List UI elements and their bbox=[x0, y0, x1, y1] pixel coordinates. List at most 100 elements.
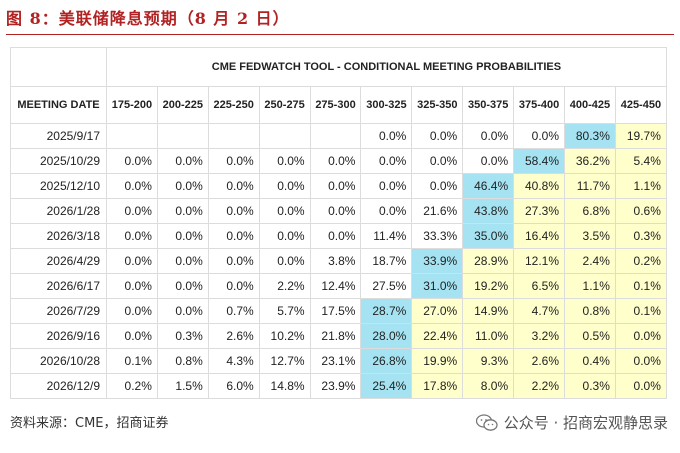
probability-cell: 0.0% bbox=[258, 223, 311, 249]
probability-cell: 10.2% bbox=[258, 323, 311, 349]
table-row: 2026/3/18 0.0% 0.0% 0.0% 0.0% 0.0% 11.4% 33.3% 3… bbox=[10, 223, 667, 249]
probability-cell: 0.0% bbox=[411, 148, 464, 174]
header-row: MEETING DATE 175-200 200-225 225-250 250-27… bbox=[10, 86, 667, 124]
meeting-date-cell: 2026/4/29 bbox=[10, 248, 107, 274]
watermark-text: 公众号 · 招商宏观静思录 bbox=[503, 414, 668, 432]
probability-cell: 0.0% bbox=[411, 123, 464, 149]
tool-title: CME FEDWATCH TOOL - CONDITIONAL MEETING … bbox=[106, 47, 667, 87]
probability-cell: 0.0% bbox=[614, 348, 667, 374]
probability-cell: 0.0% bbox=[309, 148, 362, 174]
probability-cell: 0.0% bbox=[156, 173, 209, 199]
meeting-date-cell: 2025/9/17 bbox=[10, 123, 107, 149]
probability-cell: 0.0% bbox=[309, 173, 362, 199]
rate-header: 200-225 bbox=[156, 86, 209, 124]
probability-cell: 0.0% bbox=[156, 223, 209, 249]
probability-cell: 0.0% bbox=[156, 198, 209, 224]
probability-cell: 1.5% bbox=[156, 373, 209, 399]
probability-cell: 0.6% bbox=[614, 198, 667, 224]
probability-cell: 4.7% bbox=[513, 298, 566, 324]
table-row: 2026/9/16 0.0% 0.3% 2.6% 10.2% 21.8% 28.0% 22.4… bbox=[10, 323, 667, 349]
probability-cell: 6.5% bbox=[513, 273, 566, 299]
corner-cell bbox=[10, 47, 107, 87]
probability-cell: 80.3% bbox=[564, 123, 616, 149]
probability-cell: 0.4% bbox=[564, 348, 616, 374]
table-row: 2026/7/29 0.0% 0.0% 0.7% 5.7% 17.5% 28.7% 27.0%… bbox=[10, 298, 667, 324]
probability-cell: 12.7% bbox=[258, 348, 311, 374]
probability-cell bbox=[207, 123, 260, 149]
probability-cell: 0.3% bbox=[614, 223, 667, 249]
probability-cell bbox=[258, 123, 311, 149]
probability-cell: 11.4% bbox=[360, 223, 413, 249]
probability-cell: 0.0% bbox=[106, 223, 158, 249]
probability-cell: 5.4% bbox=[614, 148, 667, 174]
probability-cell: 16.4% bbox=[513, 223, 566, 249]
probability-cell: 0.0% bbox=[156, 148, 209, 174]
probability-cell: 0.0% bbox=[207, 148, 260, 174]
table-row: 2025/10/29 0.0% 0.0% 0.0% 0.0% 0.0% 0.0% 0.0% 0.… bbox=[10, 148, 667, 174]
probability-cell: 0.0% bbox=[360, 198, 413, 224]
probability-cell: 31.0% bbox=[411, 273, 464, 299]
probability-cell: 0.0% bbox=[106, 298, 158, 324]
probability-cell: 0.1% bbox=[614, 273, 667, 299]
probability-cell: 40.8% bbox=[513, 173, 566, 199]
probability-cell: 0.0% bbox=[207, 173, 260, 199]
probability-cell: 0.0% bbox=[106, 148, 158, 174]
probability-cell: 2.4% bbox=[564, 248, 616, 274]
probability-cell: 0.2% bbox=[106, 373, 158, 399]
date-header: MEETING DATE bbox=[10, 86, 107, 124]
probability-cell: 33.9% bbox=[411, 248, 464, 274]
probability-cell: 0.0% bbox=[258, 198, 311, 224]
table-row: 2025/12/10 0.0% 0.0% 0.0% 0.0% 0.0% 0.0% 0.0% 46… bbox=[10, 173, 667, 199]
probability-cell: 0.3% bbox=[156, 323, 209, 349]
wechat-icon bbox=[475, 413, 498, 431]
probability-cell: 0.8% bbox=[156, 348, 209, 374]
rate-header: 300-325 bbox=[360, 86, 413, 124]
table-row: 2026/12/9 0.2% 1.5% 6.0% 14.8% 23.9% 25.4% 17.8… bbox=[10, 373, 667, 399]
meeting-date-cell: 2025/12/10 bbox=[10, 173, 107, 199]
probability-cell: 0.0% bbox=[106, 273, 158, 299]
probability-cell: 2.6% bbox=[207, 323, 260, 349]
meeting-date-cell: 2026/1/28 bbox=[10, 198, 107, 224]
probability-cell: 2.6% bbox=[513, 348, 566, 374]
rate-header: 425-450 bbox=[614, 86, 667, 124]
probability-cell: 27.5% bbox=[360, 273, 413, 299]
probability-cell: 25.4% bbox=[360, 373, 413, 399]
probability-cell: 8.0% bbox=[462, 373, 515, 399]
probability-cell: 2.2% bbox=[513, 373, 566, 399]
table-row: 2025/9/17 0.0% 0.0% 0.0% 0.0% 80.3% 19.7% bbox=[10, 123, 667, 149]
probability-cell: 4.3% bbox=[207, 348, 260, 374]
meeting-date-cell: 2026/7/29 bbox=[10, 298, 107, 324]
probability-cell: 23.1% bbox=[309, 348, 362, 374]
probability-cell: 27.0% bbox=[411, 298, 464, 324]
meeting-date-cell: 2026/12/9 bbox=[10, 373, 107, 399]
probability-cell: 0.0% bbox=[207, 273, 260, 299]
probability-cell: 0.0% bbox=[106, 248, 158, 274]
probability-cell: 0.0% bbox=[258, 248, 311, 274]
probability-cell: 19.2% bbox=[462, 273, 515, 299]
probability-cell: 23.9% bbox=[309, 373, 362, 399]
probability-cell: 0.0% bbox=[258, 173, 311, 199]
probability-cell: 0.7% bbox=[207, 298, 260, 324]
probability-cell: 11.0% bbox=[462, 323, 515, 349]
probability-cell: 1.1% bbox=[614, 173, 667, 199]
watermark: 公众号 · 招商宏观静思录 bbox=[475, 412, 668, 433]
probability-cell: 3.8% bbox=[309, 248, 362, 274]
probability-cell: 5.7% bbox=[258, 298, 311, 324]
probability-cell: 3.5% bbox=[564, 223, 616, 249]
probability-cell: 0.0% bbox=[360, 173, 413, 199]
probability-cell: 35.0% bbox=[462, 223, 515, 249]
probability-cell: 28.9% bbox=[462, 248, 515, 274]
probability-cell: 0.8% bbox=[564, 298, 616, 324]
table-row: 2026/4/29 0.0% 0.0% 0.0% 0.0% 3.8% 18.7% 33.9% 2… bbox=[10, 248, 667, 274]
probability-cell: 0.0% bbox=[614, 373, 667, 399]
meeting-date-cell: 2025/10/29 bbox=[10, 148, 107, 174]
probability-cell: 0.0% bbox=[462, 148, 515, 174]
probability-cell: 2.2% bbox=[258, 273, 311, 299]
figure-title: 图 8：美联储降息预期（8 月 2 日） bbox=[6, 4, 674, 35]
probability-cell: 0.0% bbox=[513, 123, 566, 149]
probability-cell: 0.3% bbox=[564, 373, 616, 399]
rate-header: 400-425 bbox=[564, 86, 616, 124]
fedwatch-table-container: CME FEDWATCH TOOL - CONDITIONAL MEETING … bbox=[10, 47, 667, 402]
probability-cell: 21.6% bbox=[411, 198, 464, 224]
probability-cell: 46.4% bbox=[462, 173, 515, 199]
